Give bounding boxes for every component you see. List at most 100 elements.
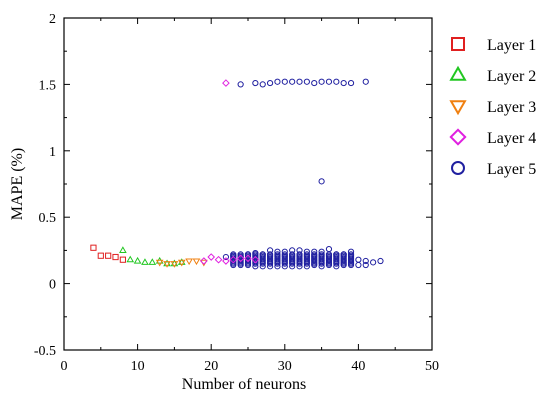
x-tick-label: 30 <box>278 359 292 374</box>
data-point <box>318 78 325 85</box>
data-point <box>259 251 266 258</box>
data-point <box>340 261 347 269</box>
data-point <box>170 261 179 268</box>
data-point <box>237 253 244 261</box>
y-tick-label: 1.5 <box>39 78 57 93</box>
data-point <box>274 248 281 255</box>
data-point <box>244 251 252 258</box>
data-point <box>362 261 369 269</box>
series-1 <box>90 244 126 263</box>
legend-marker-circle <box>451 161 465 175</box>
legend-marker-triangle-up <box>449 65 467 81</box>
data-point <box>325 261 333 269</box>
data-point <box>340 79 347 87</box>
plot-frame <box>63 17 433 351</box>
data-point <box>214 255 223 264</box>
x-tick-label: 0 <box>61 359 68 374</box>
data-point <box>185 258 193 266</box>
legend-label: Layer 4 <box>487 130 536 147</box>
data-point <box>177 258 186 265</box>
data-point <box>303 251 310 258</box>
x-tick-label: 50 <box>425 359 439 374</box>
data-point <box>362 257 369 265</box>
data-point <box>259 263 266 270</box>
data-point <box>289 247 296 254</box>
data-point <box>289 78 296 85</box>
y-tick-label: 0.5 <box>39 211 57 226</box>
data-point <box>347 79 355 87</box>
data-point <box>347 261 355 269</box>
data-point <box>237 261 244 269</box>
data-point <box>133 256 142 264</box>
data-point <box>311 251 318 258</box>
series-2 <box>119 246 186 267</box>
data-point <box>237 251 244 258</box>
data-point <box>274 78 281 85</box>
data-point <box>377 257 384 265</box>
legend-marker-triangle-down <box>449 100 467 116</box>
legend-label: Layer 2 <box>487 68 536 85</box>
data-point <box>251 255 260 264</box>
data-point <box>90 244 97 251</box>
x-tick-label: 40 <box>351 359 365 374</box>
data-point <box>177 259 186 267</box>
data-point <box>281 248 288 255</box>
data-point <box>289 251 296 258</box>
data-point <box>163 259 171 267</box>
data-point <box>325 78 333 85</box>
data-point <box>170 259 179 267</box>
data-point <box>296 263 303 270</box>
data-point <box>155 259 164 267</box>
data-point <box>311 261 318 269</box>
data-point <box>141 258 149 265</box>
data-point <box>311 79 318 87</box>
y-axis-label: MAPE (%) <box>9 148 26 220</box>
data-point <box>266 251 274 258</box>
data-point <box>237 81 244 88</box>
data-point <box>244 261 252 269</box>
data-point <box>222 257 230 265</box>
data-point <box>119 246 127 253</box>
legend-label: Layer 3 <box>487 99 536 116</box>
data-point <box>289 263 296 270</box>
y-tick-label: 1 <box>49 145 56 160</box>
data-point <box>303 248 310 255</box>
x-axis-label: Number of neurons <box>182 376 306 393</box>
data-point <box>229 255 238 264</box>
data-point <box>347 251 355 258</box>
x-tick-label: 10 <box>131 359 145 374</box>
series-4 <box>200 79 260 265</box>
points-layer <box>90 78 384 270</box>
data-point <box>355 256 362 263</box>
x-tick-label: 20 <box>204 359 218 374</box>
data-point <box>163 261 171 268</box>
data-point <box>274 251 281 258</box>
data-point <box>333 78 340 85</box>
data-point <box>222 79 230 87</box>
data-point <box>311 248 318 255</box>
data-point <box>259 81 266 88</box>
data-point <box>200 257 208 265</box>
series-5 <box>222 78 384 270</box>
y-tick-label: 0 <box>49 278 56 293</box>
data-point <box>244 254 252 263</box>
data-point <box>126 255 135 263</box>
data-point <box>97 252 104 259</box>
data-point <box>148 258 157 265</box>
data-point <box>303 78 310 85</box>
data-point <box>105 252 112 259</box>
y-tick-label: 2 <box>49 12 56 27</box>
data-point <box>207 253 216 261</box>
data-point <box>355 261 362 269</box>
data-point <box>266 263 274 270</box>
data-point <box>230 252 237 259</box>
legend-label: Layer 5 <box>487 161 536 178</box>
data-point <box>281 251 288 258</box>
data-point <box>296 251 303 258</box>
legend-item: Layer 3 <box>449 99 536 116</box>
data-point <box>236 254 245 263</box>
data-point <box>370 259 377 266</box>
legend-item: Layer 2 <box>449 65 536 85</box>
ticks-layer: 0 10 20 30 40 50 -0.5 0 0.5 1 1.5 2 <box>34 12 439 374</box>
